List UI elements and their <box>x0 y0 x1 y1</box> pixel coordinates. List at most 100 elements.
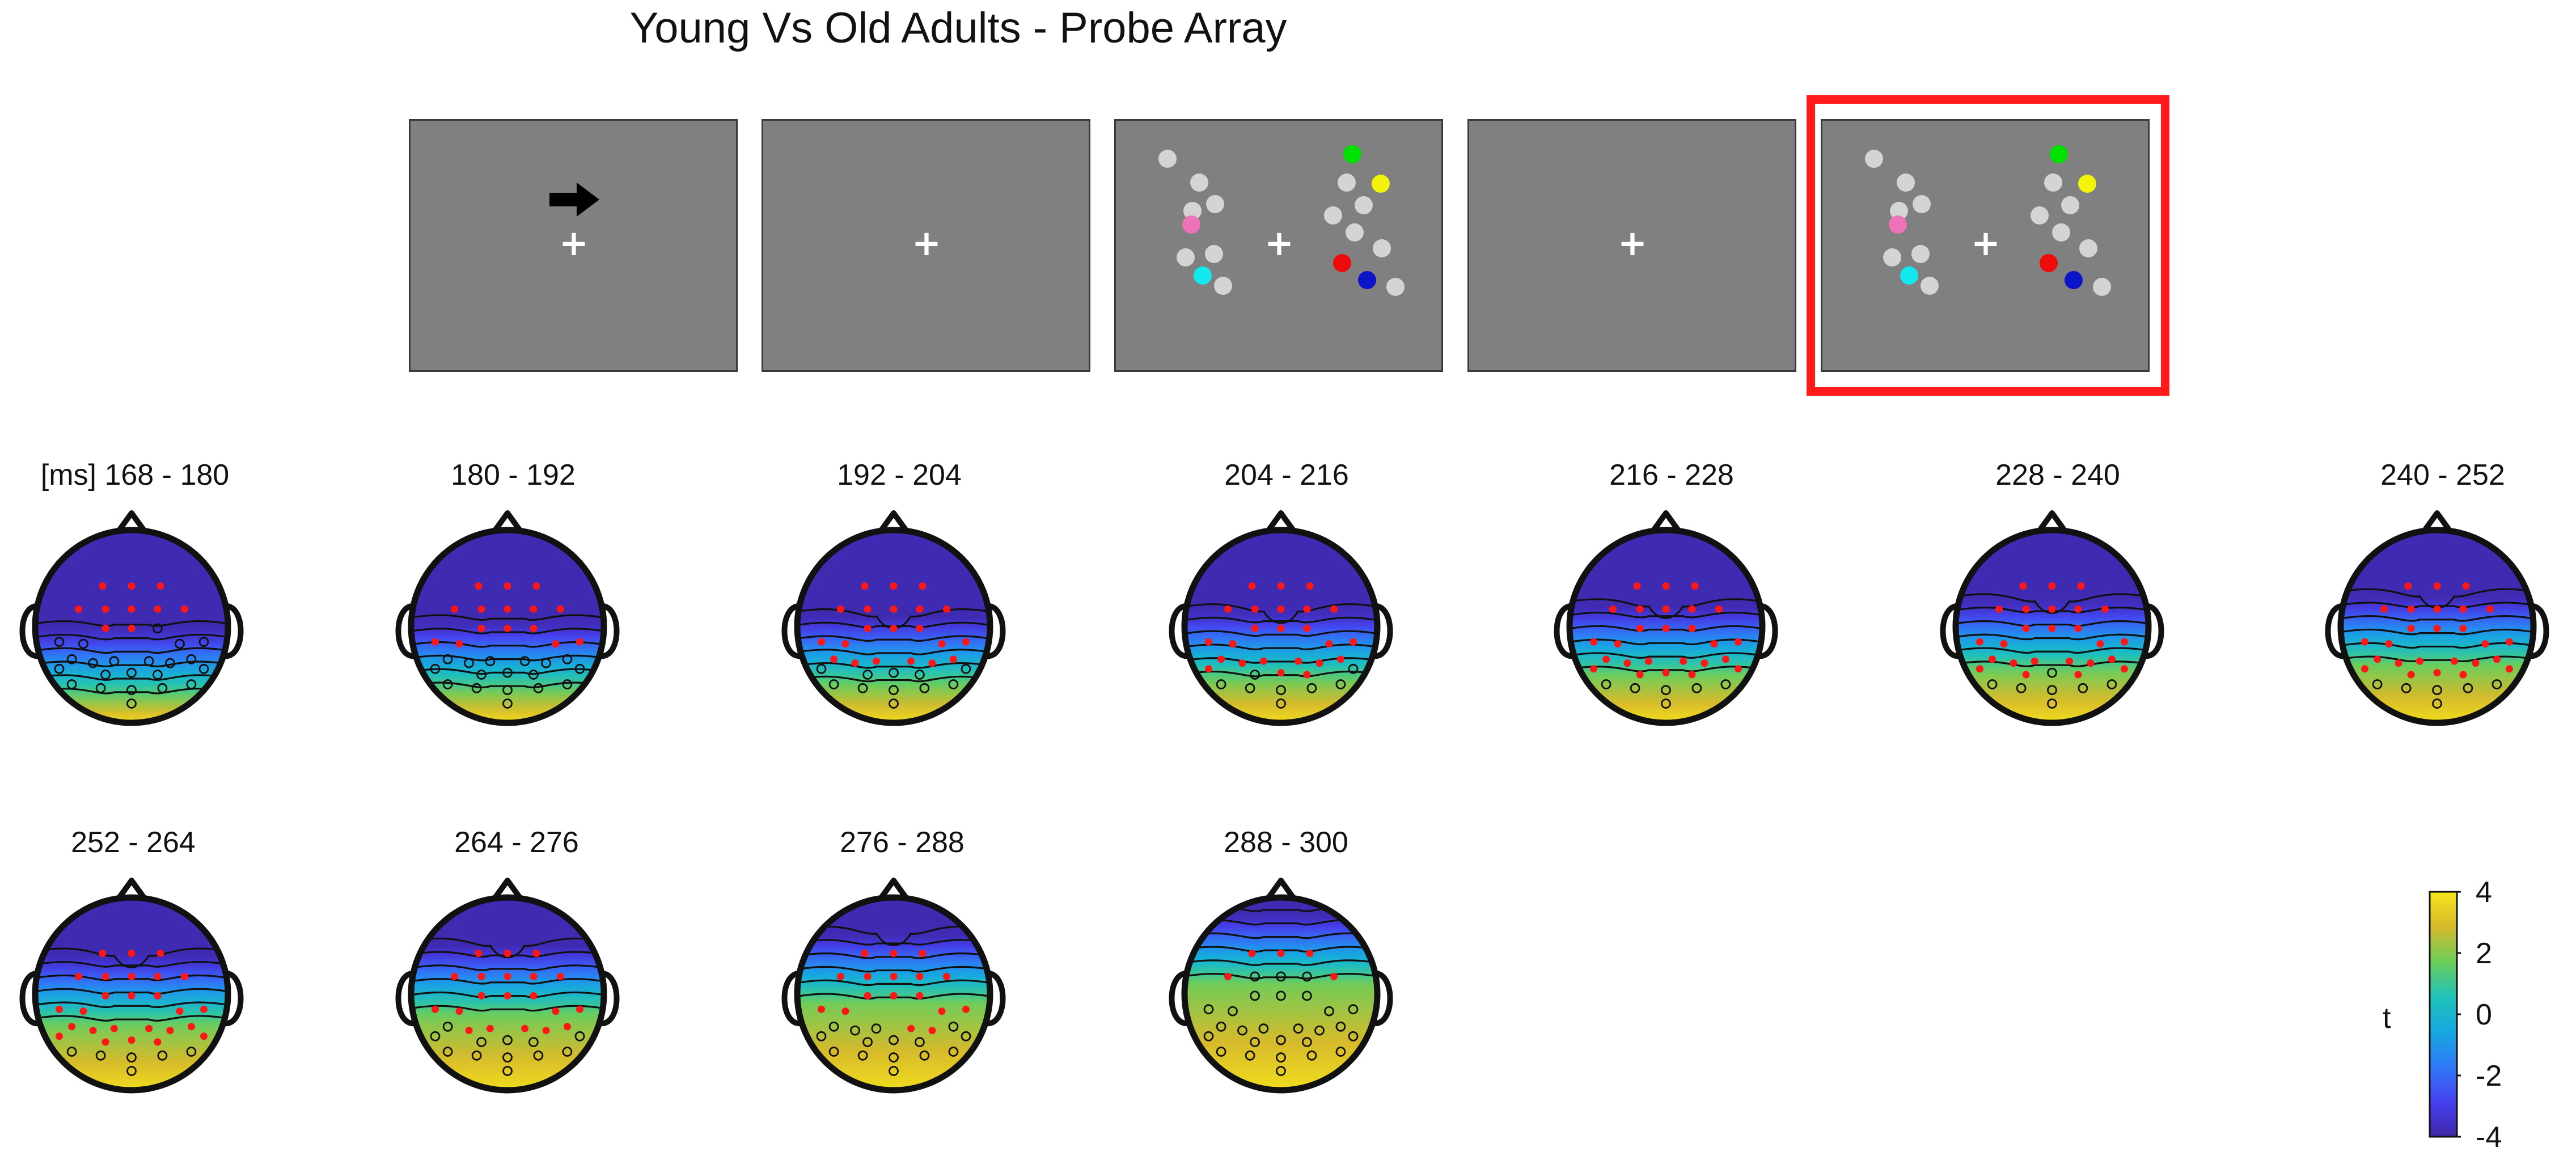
right-ear-icon <box>224 971 244 1026</box>
significant-electrode <box>75 972 82 980</box>
colorbar-label: t <box>2383 1002 2391 1035</box>
green-disc <box>1343 145 1361 163</box>
contour-line <box>2341 655 2533 663</box>
electrode <box>471 683 482 693</box>
significant-electrode <box>2407 671 2415 679</box>
significant-electrode <box>2385 640 2393 648</box>
significant-electrode <box>861 950 869 958</box>
significant-electrode <box>451 605 458 613</box>
significant-electrode <box>68 1023 76 1031</box>
electrode <box>126 1052 137 1063</box>
left-ear-icon <box>395 971 415 1026</box>
electrode <box>1348 1004 1359 1015</box>
electrode <box>502 1035 513 1045</box>
contour-line <box>35 1015 228 1022</box>
electrode <box>1661 685 1671 696</box>
electrode <box>533 683 544 693</box>
significant-electrode <box>532 950 540 958</box>
significant-electrode <box>504 992 511 1000</box>
significant-electrode <box>101 605 109 613</box>
electrode <box>1276 990 1286 1001</box>
electrode <box>198 663 209 674</box>
electrode <box>88 658 98 668</box>
significant-electrode <box>890 992 898 1000</box>
significant-electrode <box>864 624 872 632</box>
electrode <box>66 654 77 664</box>
electrode <box>914 1037 925 1047</box>
gray-disc <box>1890 202 1908 220</box>
topo-label-3: 192 - 204 <box>837 459 962 492</box>
significant-electrode <box>1306 582 1314 590</box>
contour-line <box>35 660 228 668</box>
significant-electrode <box>101 972 109 980</box>
significant-electrode <box>1330 605 1338 613</box>
significant-electrode <box>1662 582 1670 590</box>
right-ear-icon <box>2530 603 2549 659</box>
electrode <box>1250 670 1260 680</box>
significant-electrode <box>938 640 946 648</box>
significant-electrode <box>1590 638 1597 646</box>
electrode <box>430 663 441 674</box>
electrode <box>1276 1035 1286 1045</box>
significant-electrode <box>1277 950 1285 958</box>
electrode <box>502 1066 513 1076</box>
significant-electrode <box>1644 657 1652 665</box>
head-outline <box>1566 527 1766 726</box>
significant-electrode <box>1735 665 1742 673</box>
electrode <box>889 698 899 709</box>
gray-disc <box>2044 173 2062 192</box>
cyan-disc <box>1900 266 1918 285</box>
significant-electrode <box>128 624 136 632</box>
significant-electrode <box>2031 657 2038 665</box>
significant-electrode <box>1336 655 1344 663</box>
gray-disc <box>1190 173 1208 192</box>
head-outline <box>794 894 993 1094</box>
significant-electrode <box>2022 624 2030 632</box>
left-ear-icon <box>19 971 39 1026</box>
gray-disc <box>2052 223 2070 242</box>
electrode <box>1250 990 1260 1001</box>
electrode <box>2047 685 2057 696</box>
significant-electrode <box>56 1005 63 1013</box>
colorbar-tick: 2 <box>2476 937 2492 970</box>
topo-label-7: 240 - 252 <box>2380 459 2505 492</box>
significant-electrode <box>486 1024 494 1032</box>
right-ear-icon <box>600 971 620 1026</box>
electrode <box>165 658 175 668</box>
nose-icon <box>876 878 911 903</box>
significant-electrode <box>542 1027 550 1035</box>
contour-line <box>2341 615 2533 622</box>
electrode <box>2432 685 2442 696</box>
significant-electrode <box>477 992 485 1000</box>
significant-electrode <box>1217 655 1225 663</box>
colorbar-tick: -4 <box>2476 1121 2502 1154</box>
electrode <box>961 663 971 674</box>
topo-label-6: 228 - 240 <box>1995 459 2120 492</box>
electrode <box>862 1037 873 1047</box>
significant-electrode <box>830 655 838 663</box>
significant-electrode <box>1633 582 1641 590</box>
electrode <box>66 679 77 689</box>
significant-electrode <box>504 582 511 590</box>
significant-electrode <box>2077 582 2085 590</box>
colorbar-tick: 0 <box>2476 998 2492 1031</box>
contour-line <box>1185 630 1377 637</box>
significant-electrode <box>2010 659 2017 667</box>
electrode <box>2372 679 2383 689</box>
significant-electrode <box>156 950 164 958</box>
electrode <box>1250 971 1260 982</box>
electrode <box>1276 1066 1286 1076</box>
contour-line <box>1956 620 2148 627</box>
gray-disc <box>1913 195 1931 213</box>
electrode <box>471 1050 482 1061</box>
electrode <box>157 1050 168 1061</box>
electrode <box>126 698 137 709</box>
topomap-180-192 <box>395 510 620 726</box>
significant-electrode <box>837 605 844 613</box>
electrode <box>889 1035 899 1045</box>
right-ear-icon <box>2144 603 2164 659</box>
nose-icon <box>2034 510 2070 535</box>
significant-electrode <box>1623 659 1631 667</box>
significant-electrode <box>530 624 538 632</box>
contour-line <box>797 939 990 946</box>
